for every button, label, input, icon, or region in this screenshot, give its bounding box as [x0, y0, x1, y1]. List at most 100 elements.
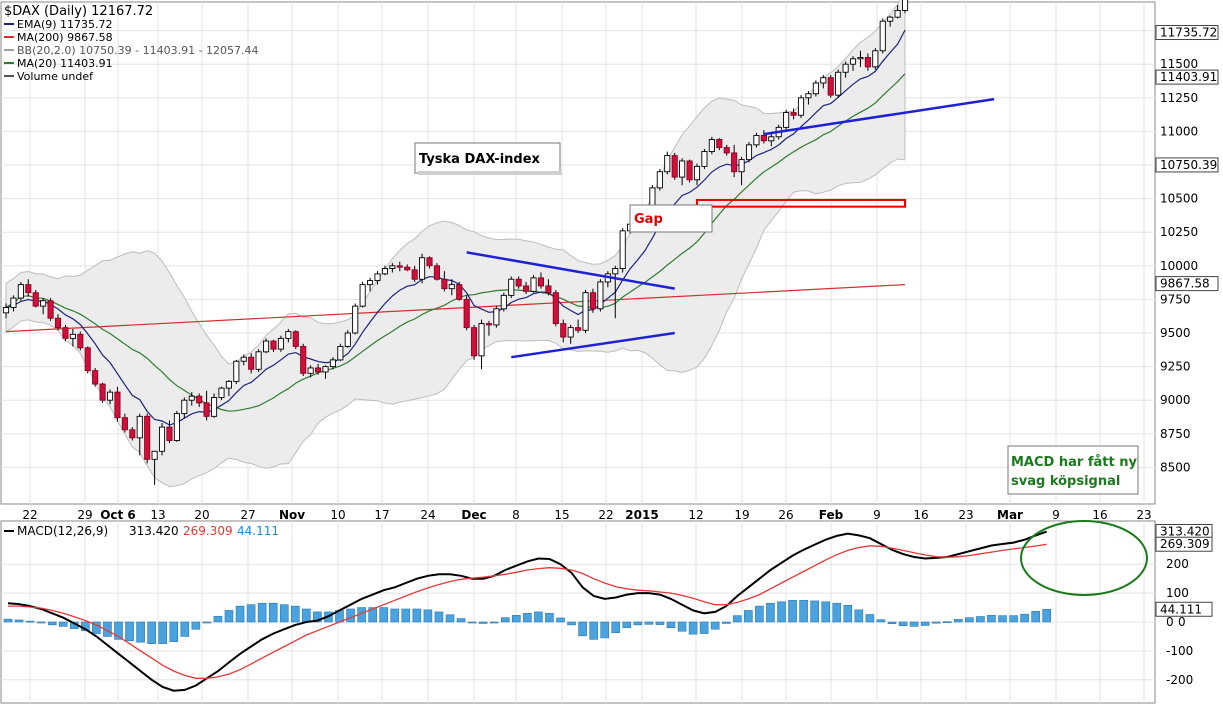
- candlestick: [2, 303, 10, 319]
- macd-histogram-bar: [909, 621, 919, 627]
- candle-body-up: [106, 391, 114, 401]
- macd-histogram-bar: [346, 608, 355, 623]
- candlestick: [129, 427, 136, 441]
- candle-body-down: [396, 265, 403, 268]
- macd-histogram-bar: [589, 621, 598, 640]
- gap-annotation-text: Gap: [634, 212, 663, 227]
- candlestick: [225, 380, 232, 397]
- macd-tag-label: 44.111: [1160, 602, 1202, 616]
- candle-body-up: [500, 294, 507, 310]
- candle-body-up: [374, 273, 381, 282]
- macd-histogram-bar: [732, 615, 742, 623]
- candle-body-up: [478, 323, 485, 357]
- macd-histogram-bar: [445, 614, 455, 623]
- date-tick-label: 24: [420, 508, 435, 522]
- macd-zero-label: 0: [1178, 615, 1186, 629]
- macd-histogram-bar: [25, 620, 35, 623]
- legend-label: EMA(9) 11735.72: [17, 18, 113, 31]
- candlestick: [745, 142, 753, 163]
- macd-legend-label: 269.309: [183, 524, 233, 538]
- price-tag-label: 11403.91: [1160, 70, 1217, 84]
- candle-body-up: [136, 415, 143, 439]
- macd-histogram-bar: [423, 609, 433, 623]
- macd-histogram-bar: [58, 621, 68, 627]
- candlestick: [270, 339, 277, 352]
- price-tick-label: 8500: [1160, 460, 1191, 474]
- macd-note-box: MACD har fått ny svag köpsignal: [1007, 445, 1139, 495]
- candle-body-down: [248, 356, 255, 370]
- candle-body-up: [158, 426, 166, 452]
- macd-histogram-bar: [832, 602, 842, 623]
- macd-histogram-bar: [3, 618, 13, 623]
- candle-body-up: [530, 277, 537, 292]
- candle-body-up: [493, 308, 500, 326]
- candlestick: [389, 263, 396, 273]
- candle-body-down: [485, 323, 493, 326]
- title-annotation-text: Tyska DAX-index: [419, 152, 541, 167]
- candlestick: [300, 343, 307, 377]
- price-tick-label: 9000: [1160, 393, 1191, 407]
- candlestick: [894, 5, 901, 19]
- candle-body-up: [218, 387, 225, 398]
- candlestick: [166, 420, 173, 444]
- candle-body-up: [322, 366, 329, 373]
- candlestick: [381, 265, 388, 276]
- macd-histogram-bar: [666, 621, 676, 629]
- macd-histogram-bar: [976, 616, 985, 623]
- candlestick: [879, 18, 886, 54]
- candlestick: [40, 298, 47, 315]
- candlestick: [582, 289, 589, 333]
- candle-body-up: [797, 97, 805, 116]
- macd-histogram-bar: [467, 621, 477, 624]
- candle-body-down: [441, 278, 448, 290]
- date-tick-label: 9: [1052, 508, 1060, 522]
- price-tick-label: 9750: [1160, 292, 1191, 306]
- macd-histogram-bar: [1009, 615, 1018, 623]
- candle-body-up: [612, 268, 619, 275]
- candlestick: [872, 48, 879, 70]
- candle-body-up: [567, 327, 574, 338]
- candlestick: [84, 346, 91, 374]
- candlestick: [805, 91, 812, 105]
- legend-label: Volume undef: [17, 70, 94, 83]
- moving-average-lines: [5, 29, 906, 426]
- candlestick: [344, 330, 351, 348]
- candle-body-up: [820, 77, 827, 84]
- candlestick: [827, 74, 834, 98]
- macd-histogram-bar: [600, 621, 610, 639]
- candlestick: [419, 253, 426, 284]
- candle-body-down: [129, 429, 136, 439]
- candle-body-up: [835, 71, 842, 96]
- candlestick: [136, 413, 143, 456]
- macd-histogram-bar: [401, 608, 411, 623]
- candlestick: [240, 354, 247, 366]
- macd-histogram-bar: [876, 619, 886, 623]
- candlestick: [835, 69, 842, 98]
- macd-legend: MACD(12,26,9) 313.420 269.309 44.111: [4, 524, 279, 538]
- candlestick: [575, 319, 582, 333]
- macd-histogram-bar: [710, 621, 720, 630]
- candle-body-down: [426, 257, 433, 267]
- price-tag-label: 10750.39: [1160, 158, 1217, 172]
- macd-histogram-bar: [257, 602, 267, 623]
- macd-histogram-bar: [1020, 613, 1029, 623]
- macd-histogram-bar: [1031, 611, 1040, 623]
- date-tick-label: 8: [512, 508, 520, 522]
- candlestick: [374, 271, 381, 285]
- price-tags: 12167.7212057.4411735.7211403.9110750.39…: [1155, 25, 1219, 292]
- candle-body-down: [723, 147, 730, 154]
- macd-tick-label: -200: [1166, 673, 1193, 687]
- macd-histogram-bar: [887, 621, 897, 625]
- trendlines: [466, 97, 995, 359]
- date-tick-label: Dec: [461, 508, 486, 522]
- date-tick-label: 23: [1136, 508, 1151, 522]
- candlestick: [218, 386, 225, 401]
- candlestick: [842, 61, 849, 78]
- candlestick: [567, 324, 574, 344]
- candlestick: [887, 15, 894, 27]
- candle-body-up: [181, 399, 188, 415]
- candlestick: [433, 263, 440, 281]
- macd-histogram-bar: [500, 617, 510, 623]
- candle-body-up: [768, 136, 775, 142]
- candlestick: [25, 279, 32, 297]
